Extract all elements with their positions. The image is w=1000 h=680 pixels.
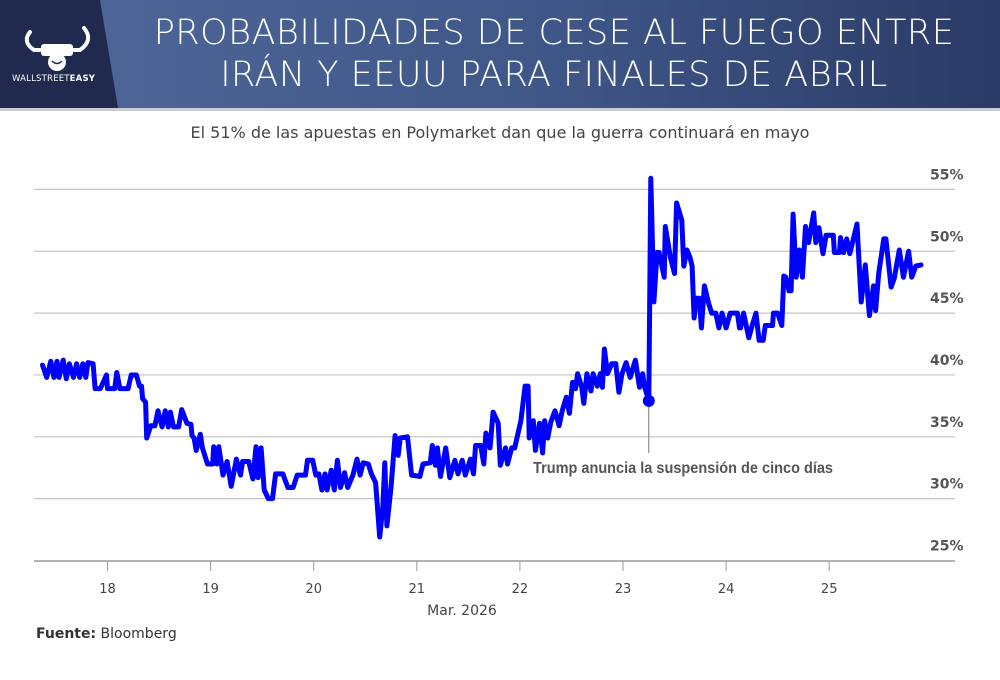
source-label: Fuente: bbox=[36, 626, 97, 642]
chart-subtitle: El 51% de las apuestas en Polymarket dan… bbox=[190, 123, 810, 142]
annotation-text: Trump anuncia la suspensión de cinco día… bbox=[533, 460, 833, 477]
x-tick-label: 23 bbox=[615, 582, 632, 597]
annotation-marker bbox=[642, 394, 655, 407]
logo-text-bold: EASY bbox=[69, 74, 96, 84]
logo: WALLSTREETEASY bbox=[0, 0, 118, 108]
series-line bbox=[40, 175, 924, 540]
x-tick-label: 25 bbox=[821, 582, 838, 597]
chart-title: PROBABILIDADES DE CESE AL FUEGO ENTRE IR… bbox=[118, 12, 990, 96]
header-banner: WALLSTREETEASY PROBABILIDADES DE CESE AL… bbox=[0, 0, 1000, 108]
bull-horns-fist-icon bbox=[24, 26, 91, 71]
logo-wordmark: WALLSTREETEASY bbox=[12, 74, 95, 84]
source-value: Bloomberg bbox=[100, 626, 177, 642]
x-tick-label: 22 bbox=[512, 582, 529, 597]
x-axis-label: Mar. 2026 bbox=[427, 603, 497, 619]
y-tick-label: 55% bbox=[930, 167, 964, 183]
y-tick-label: 40% bbox=[930, 353, 964, 369]
x-tick-label: 18 bbox=[99, 582, 116, 597]
logo-text-regular: WALLSTREET bbox=[12, 74, 70, 84]
y-tick-label: 35% bbox=[930, 415, 964, 431]
y-axis-labels: 25% 30% 35% 40% 45% 50% 55% bbox=[930, 167, 964, 554]
title-line-1: PROBABILIDADES DE CESE AL FUEGO ENTRE bbox=[153, 13, 955, 53]
y-tick-label: 30% bbox=[930, 477, 964, 493]
x-tick-label: 19 bbox=[202, 582, 219, 597]
y-tick-label: 50% bbox=[930, 229, 964, 245]
y-tick-label: 45% bbox=[930, 291, 964, 307]
x-tick-label: 20 bbox=[305, 582, 322, 597]
source-note: Fuente: Bloomberg bbox=[36, 626, 177, 642]
y-tick-label: 25% bbox=[930, 539, 964, 555]
gridlines bbox=[34, 188, 955, 500]
header-divider bbox=[0, 108, 1000, 111]
x-axis-ticks: 18 19 20 21 22 23 24 25 bbox=[99, 561, 837, 597]
x-tick-label: 24 bbox=[718, 582, 735, 597]
title-line-2: IRÁN Y EEUU PARA FINALES DE ABRIL bbox=[220, 55, 888, 95]
x-tick-label: 21 bbox=[409, 582, 426, 597]
